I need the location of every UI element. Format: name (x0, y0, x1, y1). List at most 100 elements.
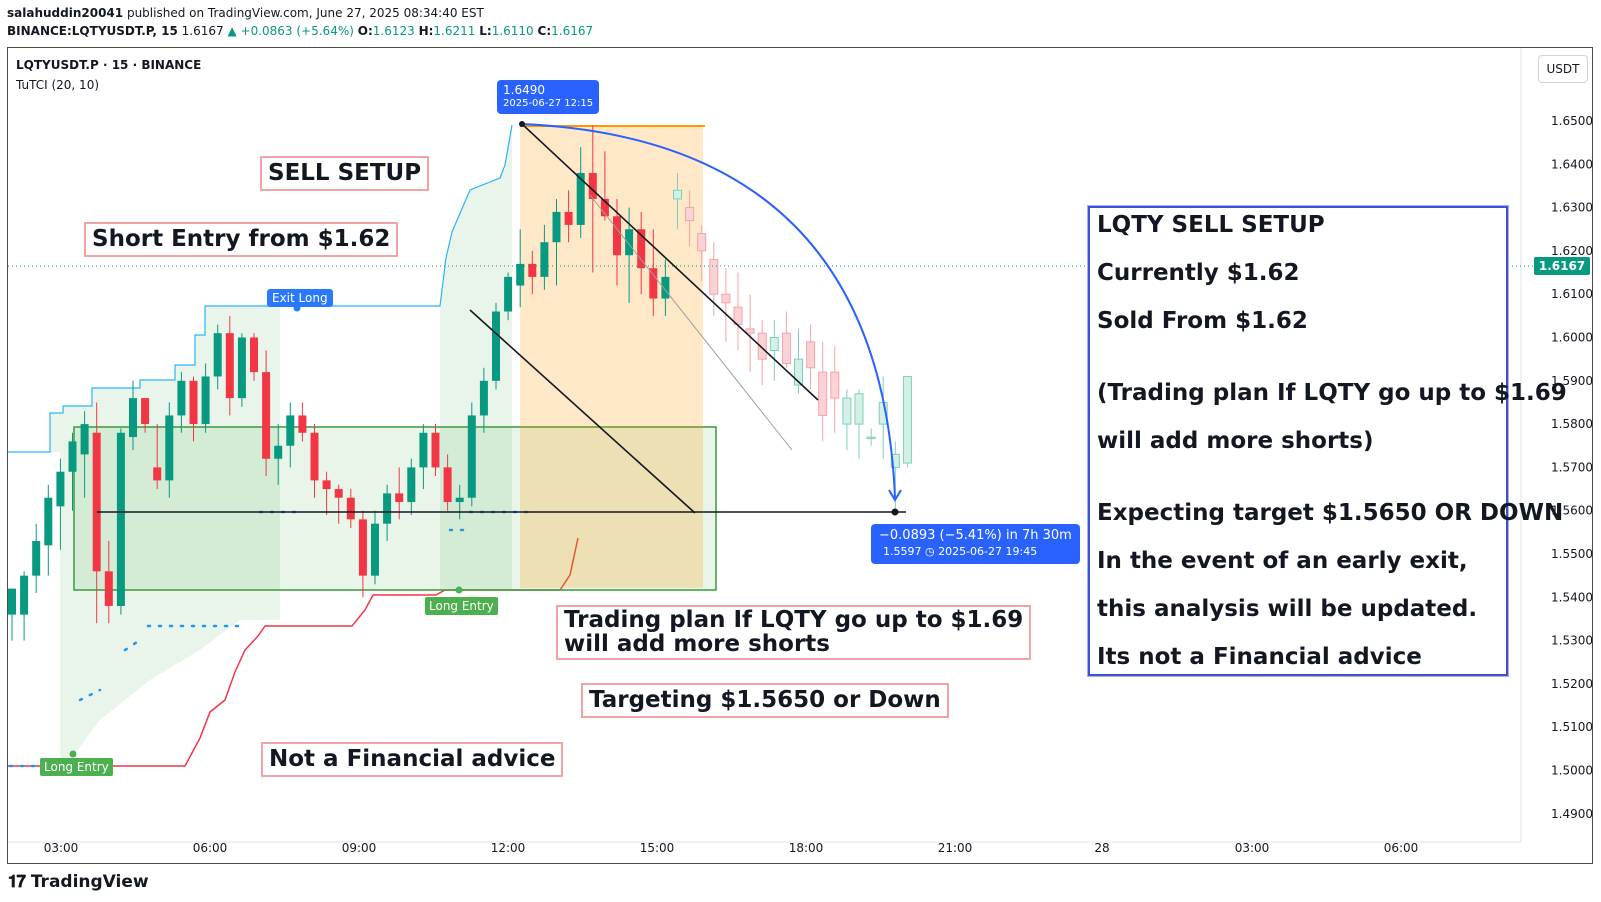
candle-body (116, 432, 125, 606)
trendline-upper (521, 123, 819, 401)
candle-body (781, 332, 791, 364)
long-entry-dot-2 (455, 586, 463, 594)
summary-line-1: LQTY SELL SETUP (1097, 212, 1325, 238)
candle-body (407, 467, 416, 503)
summary-line-2: Currently $1.62 (1097, 260, 1300, 286)
y-tick-label: 1.5000 (1551, 764, 1593, 778)
candle-body (129, 398, 137, 438)
candle-body (395, 493, 404, 503)
candle-body (68, 441, 77, 472)
y-tick-label: 1.6300 (1551, 201, 1593, 215)
symbol-legend[interactable]: LQTYUSDT.P · 15 · BINANCE (16, 58, 202, 72)
candle-body (866, 436, 876, 440)
candle-body (492, 311, 500, 381)
candle-body (830, 371, 840, 399)
x-tick-label: 15:00 (640, 841, 675, 855)
candle-body (564, 211, 573, 225)
y-tick-label: 1.5700 (1551, 460, 1593, 474)
short-zone (520, 126, 703, 588)
channel-fill-1 (8, 306, 280, 766)
candle-body (467, 415, 476, 498)
y-tick-label: 1.4900 (1551, 807, 1593, 821)
candle-body (44, 497, 53, 546)
candle-body (625, 229, 634, 256)
summary-line-9: Its not a Financial advice (1097, 644, 1422, 670)
candle-body (721, 293, 731, 304)
note-trading-plan[interactable]: Trading plan If LQTY go up to $1.69 will… (556, 605, 1032, 660)
note-sell-setup[interactable]: SELL SETUP (260, 156, 430, 191)
candle-body (189, 380, 198, 425)
x-tick-label: 21:00 (938, 841, 973, 855)
summary-line-3: Sold From $1.62 (1097, 308, 1308, 334)
high-price-value: 1.6490 (503, 83, 545, 97)
publish-text: published on TradingView.com, June 27, 2… (126, 6, 484, 20)
current-price-tag: 1.6167 (1534, 257, 1590, 275)
measure-main: −0.0893 (−5.41%) in 7h 30m (879, 528, 1072, 543)
exit-long-signal[interactable]: Exit Long (267, 289, 333, 307)
y-tick-label: 1.6200 (1551, 244, 1593, 258)
last-price: 1.6167 (181, 24, 224, 38)
candle-body (177, 380, 186, 416)
trendline-lower (469, 309, 696, 514)
x-tick-label: 18:00 (789, 841, 824, 855)
high-price-tooltip: 1.6490 2025-06-27 12:15 (497, 80, 600, 114)
candle-body (322, 480, 331, 490)
author-name[interactable]: salahuddin20041 (7, 6, 124, 20)
candle-body (528, 263, 537, 277)
high-label: H: (418, 24, 434, 38)
candle-body (213, 333, 222, 377)
candle-body (600, 198, 609, 217)
upper-channel-line (8, 124, 513, 453)
channel-fill-2 (440, 125, 512, 590)
long-entry-signal-2[interactable]: Long Entry (425, 597, 498, 615)
candle-body (262, 372, 271, 459)
price-change: ▲ +0.0863 (+5.64%) (227, 24, 354, 38)
candle-body (745, 328, 755, 334)
target-arrowhead (888, 489, 902, 502)
candle-body (685, 207, 695, 222)
indicator-legend[interactable]: TuTCI (20, 10) (16, 78, 100, 92)
long-entry-signal-1[interactable]: Long Entry (40, 758, 113, 776)
tradingview-icon: 𝟏𝟕 (8, 872, 26, 892)
y-tick-label: 1.5800 (1551, 417, 1593, 431)
candle-body (310, 432, 319, 481)
open-value: 1.6123 (372, 24, 415, 38)
currency-button[interactable]: USDT (1538, 55, 1588, 83)
high-price-time: 2025-06-27 12:15 (503, 98, 594, 109)
x-tick-label: 28 (1094, 841, 1109, 855)
candle-body (92, 432, 101, 572)
y-tick-label: 1.5200 (1551, 677, 1593, 691)
candle-body (455, 497, 464, 503)
y-tick-label: 1.5400 (1551, 590, 1593, 604)
candle-body (298, 415, 307, 433)
note-not-advice[interactable]: Not a Financial advice (261, 742, 564, 777)
summary-line-6: Expecting target $1.5650 OR DOWN (1097, 500, 1564, 526)
candle-body (504, 276, 513, 312)
low-label: L: (479, 24, 492, 38)
note-short-entry[interactable]: Short Entry from $1.62 (84, 222, 399, 257)
candle-body (890, 453, 900, 468)
summary-line-8: this analysis will be updated. (1097, 596, 1478, 622)
candle-body (842, 397, 852, 425)
candle-body (794, 358, 803, 386)
y-tick-label: 1.6500 (1551, 114, 1593, 128)
note-targeting[interactable]: Targeting $1.5650 or Down (581, 683, 949, 718)
x-tick-label: 09:00 (342, 841, 377, 855)
x-tick-label: 03:00 (44, 841, 79, 855)
candle-body (757, 332, 767, 360)
candle-body (431, 432, 440, 468)
tradingview-logo[interactable]: 𝟏𝟕 TradingView (8, 872, 149, 892)
low-value: 1.6110 (491, 24, 534, 38)
candle-body (346, 497, 355, 520)
high-point (519, 121, 525, 127)
candle-body (225, 333, 234, 399)
close-label: C: (537, 24, 552, 38)
x-tick-label: 12:00 (491, 841, 526, 855)
candle-body (588, 172, 597, 199)
candle-body (32, 541, 41, 576)
candle-body (165, 415, 174, 481)
summary-box[interactable]: LQTY SELL SETUP Currently $1.62 Sold Fro… (1088, 206, 1567, 676)
y-tick-label: 1.5500 (1551, 547, 1593, 561)
candle-body (806, 341, 816, 369)
brand-name: TradingView (30, 872, 149, 892)
